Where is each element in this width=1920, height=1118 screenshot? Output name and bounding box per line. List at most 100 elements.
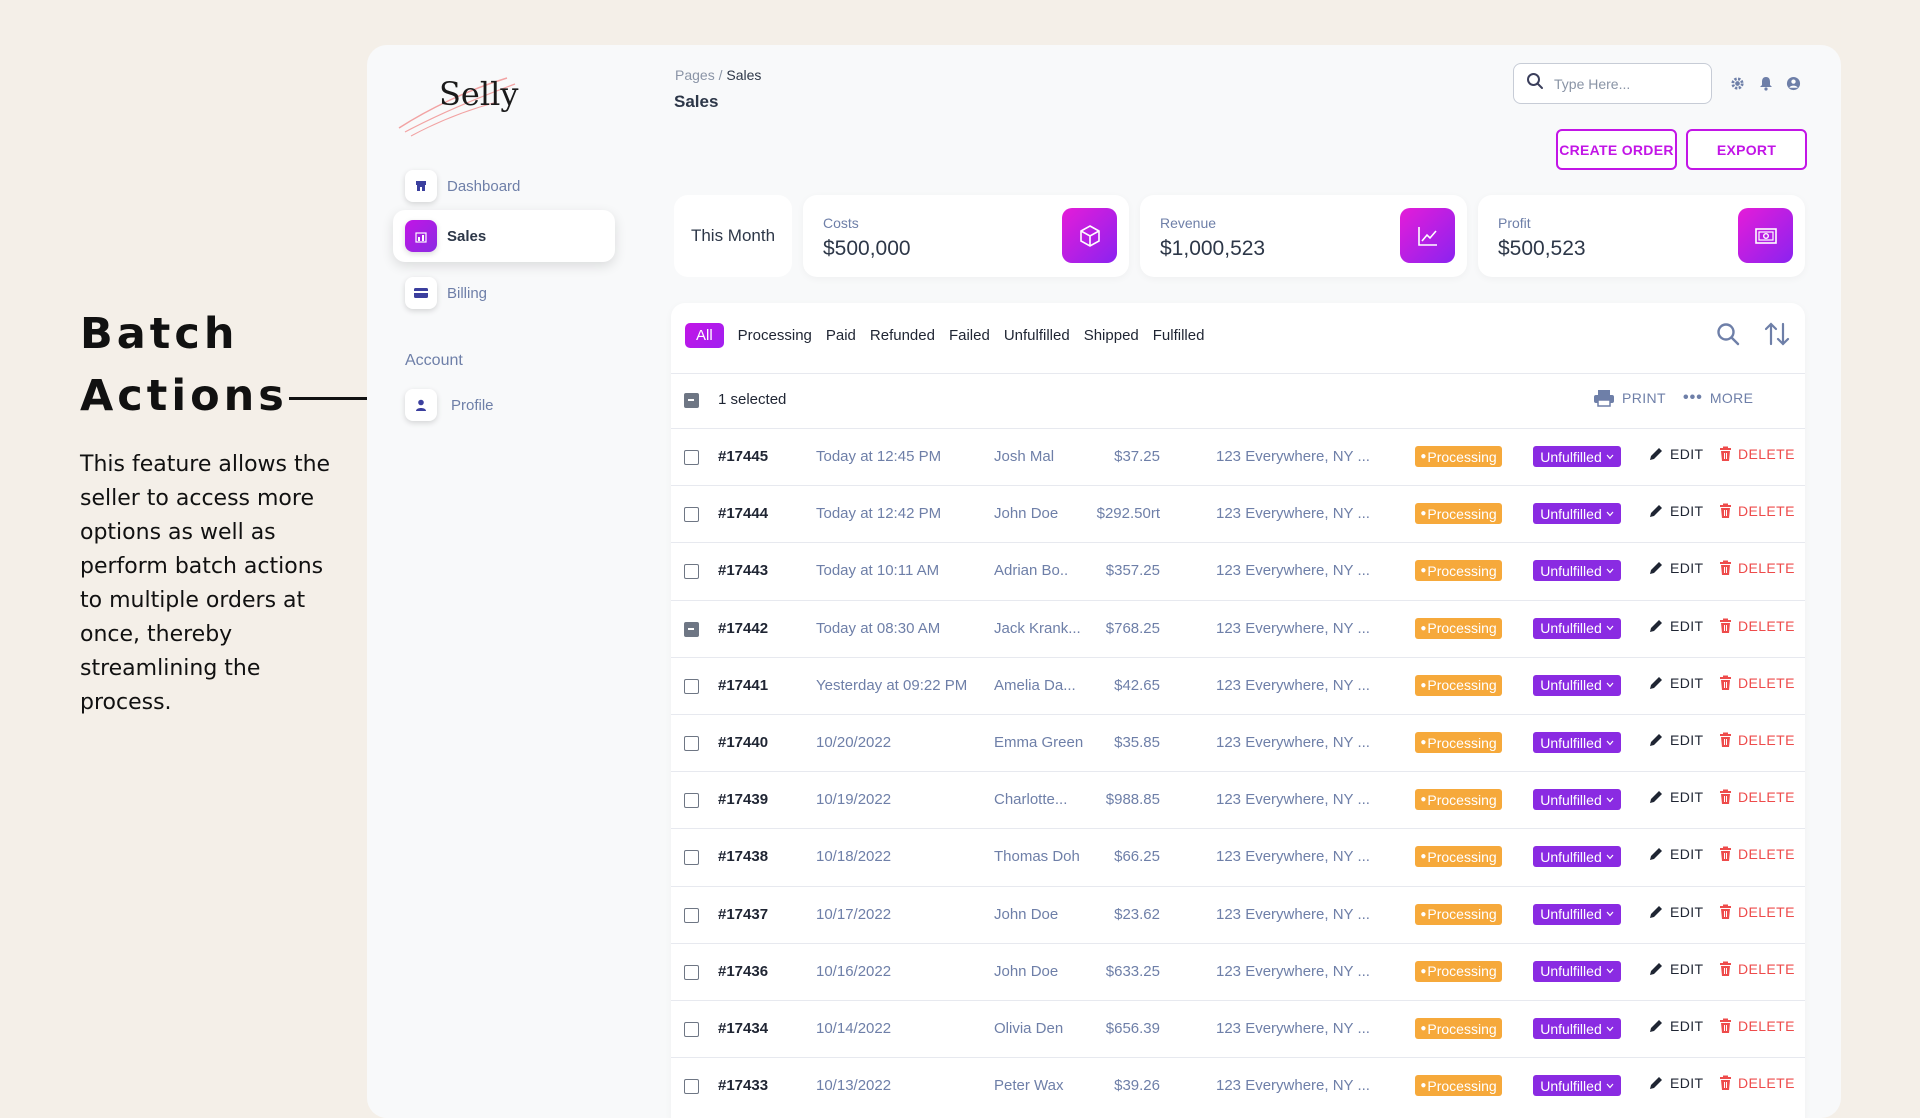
filter-tab-processing[interactable]: Processing — [737, 327, 812, 344]
order-id[interactable]: #17443 — [718, 562, 769, 580]
logo[interactable] — [397, 70, 527, 137]
filter-tab-refunded[interactable]: Refunded — [869, 327, 935, 344]
order-id[interactable]: #17445 — [718, 448, 769, 465]
table-row[interactable]: #17433 10/13/2022 Peter Wax $39.26 123 E… — [671, 1057, 1805, 1114]
delete-button[interactable]: DELETE — [1719, 961, 1795, 977]
order-id[interactable]: #17437 — [718, 905, 769, 923]
fulfillment-status-dropdown[interactable]: Unfulfilled — [1533, 1075, 1621, 1097]
row-checkbox[interactable] — [684, 678, 699, 694]
edit-button[interactable]: EDIT — [1648, 560, 1704, 576]
delete-button[interactable]: DELETE — [1719, 846, 1795, 862]
table-row[interactable]: #17442 Today at 08:30 AM Jack Krank... $… — [671, 599, 1805, 657]
search-input[interactable] — [1554, 75, 1694, 92]
filter-tab-fulfilled[interactable]: Fulfilled — [1152, 327, 1205, 344]
bell-icon[interactable] — [1757, 75, 1774, 92]
delete-button[interactable]: DELETE — [1719, 789, 1795, 805]
export-button[interactable]: EXPORT — [1686, 129, 1807, 170]
sidebar-item-billing[interactable]: Billing — [393, 267, 615, 319]
order-id[interactable]: #17441 — [718, 676, 769, 694]
table-row[interactable]: #17439 10/19/2022 Charlotte... $988.85 1… — [671, 771, 1805, 828]
delete-button[interactable]: DELETE — [1719, 1075, 1795, 1091]
fulfillment-status-dropdown[interactable]: Unfulfilled — [1533, 903, 1621, 925]
row-checkbox[interactable] — [684, 450, 699, 465]
filter-tab-paid[interactable]: Paid — [825, 327, 856, 344]
gear-icon[interactable] — [1729, 75, 1746, 92]
search-box[interactable] — [1513, 63, 1712, 104]
row-checkbox[interactable] — [684, 907, 699, 923]
edit-button[interactable]: EDIT — [1648, 961, 1704, 977]
print-button[interactable]: PRINT — [1593, 389, 1666, 407]
order-id[interactable]: #17438 — [718, 848, 769, 866]
delete-button[interactable]: DELETE — [1719, 675, 1795, 691]
fulfillment-status-dropdown[interactable]: Unfulfilled — [1533, 960, 1621, 982]
edit-button[interactable]: EDIT — [1648, 1075, 1704, 1091]
select-all-checkbox[interactable] — [684, 393, 699, 408]
fulfillment-status-dropdown[interactable]: Unfulfilled — [1533, 732, 1621, 753]
edit-button[interactable]: EDIT — [1648, 789, 1704, 805]
table-row[interactable]: #17438 10/18/2022 Thomas Doh $66.25 123 … — [671, 828, 1805, 885]
delete-button[interactable]: DELETE — [1719, 904, 1795, 920]
fulfillment-status-dropdown[interactable]: Unfulfilled — [1533, 503, 1621, 525]
breadcrumb-parent[interactable]: Pages — [675, 67, 715, 83]
order-id[interactable]: #17439 — [718, 791, 769, 809]
delete-button[interactable]: DELETE — [1719, 446, 1795, 462]
order-id[interactable]: #17440 — [718, 734, 769, 751]
fulfillment-status-dropdown[interactable]: Unfulfilled — [1533, 560, 1621, 582]
row-checkbox[interactable] — [684, 736, 699, 751]
sidebar-item-sales[interactable]: Sales — [393, 210, 615, 262]
table-row[interactable]: #17443 Today at 10:11 AM Adrian Bo.. $35… — [671, 542, 1805, 599]
row-checkbox[interactable] — [684, 1022, 699, 1037]
table-search-icon[interactable] — [1715, 321, 1741, 352]
table-row[interactable]: #17440 10/20/2022 Emma Green $35.85 123 … — [671, 714, 1805, 771]
table-row[interactable]: #17437 10/17/2022 John Doe $23.62 123 Ev… — [671, 885, 1805, 943]
row-checkbox[interactable] — [684, 621, 699, 637]
delete-button[interactable]: DELETE — [1719, 618, 1795, 634]
row-checkbox[interactable] — [684, 850, 699, 866]
table-row[interactable]: #17434 10/14/2022 Olivia Den $656.39 123… — [671, 1000, 1805, 1057]
order-id[interactable]: #17433 — [718, 1077, 769, 1095]
delete-button[interactable]: DELETE — [1719, 1018, 1795, 1034]
filter-tab-shipped[interactable]: Shipped — [1083, 327, 1139, 344]
row-checkbox[interactable] — [684, 1079, 699, 1095]
delete-button[interactable]: DELETE — [1719, 560, 1795, 576]
order-id[interactable]: #17442 — [718, 619, 769, 637]
fulfillment-status-dropdown[interactable]: Unfulfilled — [1533, 1018, 1621, 1039]
row-checkbox[interactable] — [684, 507, 699, 523]
payment-status-badge: ● Processing — [1415, 1018, 1502, 1039]
stats-period-selector[interactable]: This Month — [674, 195, 792, 277]
order-id[interactable]: #17434 — [718, 1020, 769, 1037]
fulfillment-status-dropdown[interactable]: Unfulfilled — [1533, 789, 1621, 811]
edit-button[interactable]: EDIT — [1648, 446, 1704, 462]
row-checkbox[interactable] — [684, 793, 699, 809]
sidebar-item-dashboard[interactable]: Dashboard — [393, 160, 615, 212]
fulfillment-status-dropdown[interactable]: Unfulfilled — [1533, 674, 1621, 696]
table-row[interactable]: #17444 Today at 12:42 PM John Doe $292.5… — [671, 485, 1805, 542]
delete-button[interactable]: DELETE — [1719, 503, 1795, 519]
fulfillment-status-dropdown[interactable]: Unfulfilled — [1533, 846, 1621, 868]
edit-button[interactable]: EDIT — [1648, 1018, 1704, 1034]
delete-button[interactable]: DELETE — [1719, 732, 1795, 748]
edit-button[interactable]: EDIT — [1648, 503, 1704, 519]
edit-button[interactable]: EDIT — [1648, 846, 1704, 862]
row-checkbox[interactable] — [684, 964, 699, 980]
filter-tab-all[interactable]: All — [685, 323, 724, 348]
fulfillment-status-dropdown[interactable]: Unfulfilled — [1533, 617, 1621, 639]
filter-tab-failed[interactable]: Failed — [948, 327, 990, 344]
order-id[interactable]: #17444 — [718, 505, 769, 523]
sort-icon[interactable] — [1763, 321, 1791, 352]
more-button[interactable]: ••• MORE — [1683, 389, 1753, 407]
account-circle-icon[interactable] — [1785, 75, 1802, 92]
edit-button[interactable]: EDIT — [1648, 618, 1704, 634]
edit-button[interactable]: EDIT — [1648, 675, 1704, 691]
edit-button[interactable]: EDIT — [1648, 904, 1704, 920]
row-checkbox[interactable] — [684, 564, 699, 580]
sidebar-item-profile[interactable]: Profile — [393, 379, 615, 431]
filter-tab-unfulfilled[interactable]: Unfulfilled — [1003, 327, 1070, 344]
table-row[interactable]: #17436 10/16/2022 John Doe $633.25 123 E… — [671, 942, 1805, 1000]
create-order-button[interactable]: CREATE ORDER — [1556, 129, 1677, 170]
fulfillment-status-dropdown[interactable]: Unfulfilled — [1533, 446, 1621, 467]
table-row[interactable]: #17445 Today at 12:45 PM Josh Mal $37.25… — [671, 428, 1805, 485]
order-id[interactable]: #17436 — [718, 962, 769, 980]
edit-button[interactable]: EDIT — [1648, 732, 1704, 748]
table-row[interactable]: #17441 Yesterday at 09:22 PM Amelia Da..… — [671, 656, 1805, 714]
